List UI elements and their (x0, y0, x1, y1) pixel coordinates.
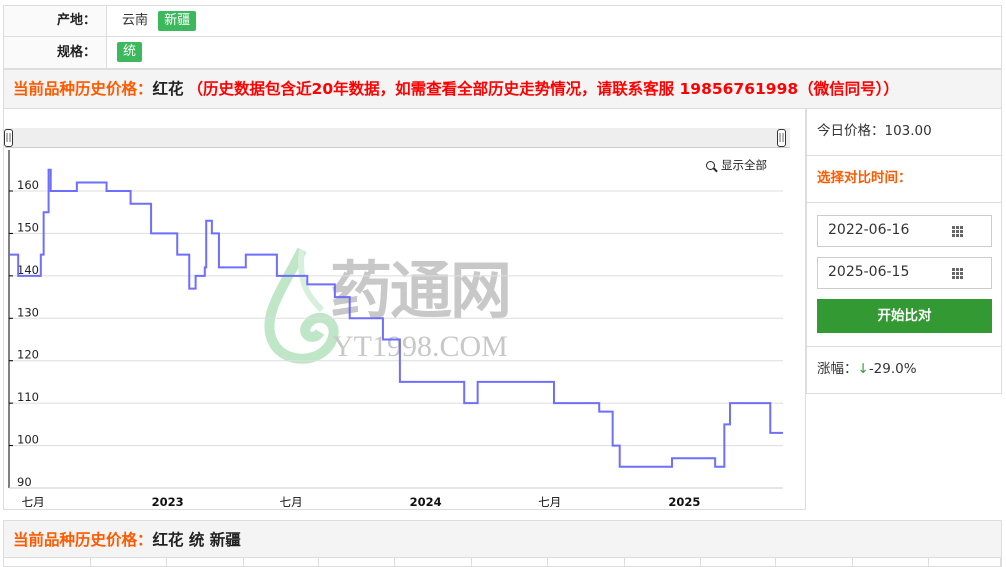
history-table (3, 557, 1002, 567)
table-header-cell (91, 558, 167, 566)
chart-panel (3, 108, 806, 510)
history-header-prefix: 当前品种历史价格： (13, 80, 153, 98)
x-tick-label: 2024 (410, 495, 442, 509)
change-row: 涨幅：↓-29.0% (806, 346, 1002, 394)
y-tick-label: 150 (17, 220, 39, 234)
compare-form: 2022-06-16 2025-06-15 开始比对 (806, 202, 1002, 347)
table-header-cell (548, 558, 625, 566)
start-date-input[interactable]: 2022-06-16 (817, 215, 992, 247)
origin-filter-row: 产地： 云南 新疆 (3, 5, 1002, 37)
bottom-header-prefix: 当前品种历史价格： (13, 531, 153, 549)
y-tick-label: 120 (17, 348, 39, 362)
table-header-cell (472, 558, 548, 566)
price-series-line (9, 168, 783, 468)
origin-option-yunnan[interactable]: 云南 (122, 13, 149, 28)
end-date-input[interactable]: 2025-06-15 (817, 257, 992, 289)
show-all-label: 显示全部 (721, 158, 767, 172)
y-tick-label: 130 (17, 305, 39, 319)
table-header-cell (625, 558, 701, 566)
change-value: -29.0% (868, 361, 917, 377)
calendar-icon[interactable] (952, 268, 963, 279)
start-date-value: 2022-06-16 (828, 222, 910, 238)
range-slider-track[interactable] (5, 128, 790, 148)
table-header-cell (319, 558, 396, 566)
spec-filter-row: 规格： 统 (3, 36, 1002, 69)
table-header-cell (4, 558, 91, 566)
x-tick-label: 七月 (280, 495, 303, 509)
history-header-name: 红花 (152, 80, 184, 98)
today-price-label: 今日价格： (817, 123, 885, 139)
show-all-button[interactable]: 显示全部 (706, 157, 767, 173)
table-header-cell (167, 558, 244, 566)
table-header-cell (776, 558, 854, 566)
x-tick-label: 七月 (22, 495, 45, 509)
spec-option-tong[interactable]: 统 (117, 42, 143, 62)
today-price: 今日价格：103.00 (806, 108, 1002, 156)
origin-label: 产地： (4, 6, 107, 36)
x-tick-label: 2023 (152, 495, 184, 509)
table-header-cell (853, 558, 930, 566)
bottom-history-header: 当前品种历史价格：红花 统 新疆 (3, 520, 1002, 558)
range-slider-left-handle[interactable]: || (4, 129, 13, 147)
history-header: 当前品种历史价格：红花 （历史数据包含近20年数据，如需查看全部历史走势情况，请联… (3, 69, 1002, 109)
change-label: 涨幅： (817, 361, 858, 377)
y-tick-label: 100 (17, 433, 39, 447)
history-header-notice: （历史数据包含近20年数据，如需查看全部历史走势情况，请联系客服 1985676… (187, 80, 899, 98)
zoom-out-icon (706, 161, 718, 173)
spec-label: 规格： (4, 37, 107, 68)
range-slider-right-handle[interactable]: || (777, 129, 786, 147)
end-date-value: 2025-06-15 (828, 264, 910, 280)
origin-option-xinjiang[interactable]: 新疆 (158, 11, 197, 31)
today-price-value: 103.00 (884, 123, 932, 139)
y-tick-label: 140 (17, 263, 39, 277)
calendar-icon[interactable] (952, 226, 963, 237)
table-header-cell (244, 558, 320, 566)
table-header-cell (701, 558, 777, 566)
y-tick-label: 110 (17, 390, 39, 404)
table-header-cell (395, 558, 473, 566)
start-compare-button[interactable]: 开始比对 (817, 299, 992, 333)
bottom-header-title: 红花 统 新疆 (152, 531, 241, 549)
down-arrow-icon: ↓ (857, 361, 869, 377)
x-tick-label: 七月 (538, 495, 561, 509)
x-tick-label: 2025 (668, 495, 700, 509)
compare-time-label: 选择对比时间： (806, 155, 1002, 203)
y-tick-label: 90 (17, 475, 32, 489)
table-header-cell (929, 558, 1001, 566)
y-tick-label: 160 (17, 178, 39, 192)
